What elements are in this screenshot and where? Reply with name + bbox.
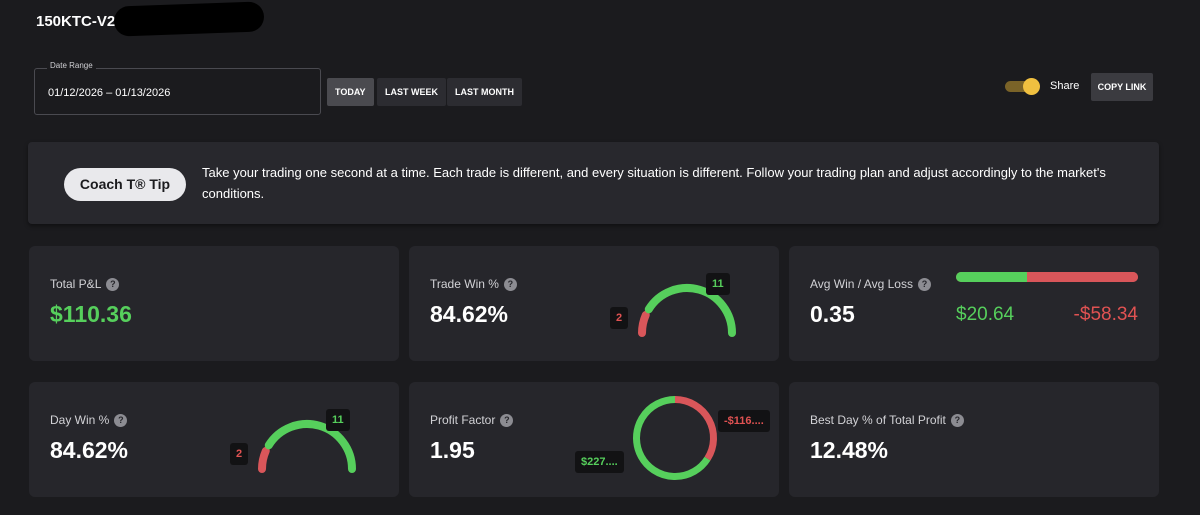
day-win-gauge (258, 420, 356, 473)
coach-tip-pill: Coach T® Tip (64, 168, 186, 201)
day-win-count-badge: 11 (326, 409, 350, 431)
ratio-bar-win (956, 272, 1027, 282)
day-win-card: Day Win %? 84.62% 11 2 (29, 382, 399, 497)
donut-loss-arc (674, 396, 717, 461)
share-label: Share (1050, 80, 1080, 92)
share-toggle-knob (1023, 78, 1040, 95)
trade-win-count-badge: 11 (706, 273, 730, 295)
gauge-win-arc (264, 420, 356, 473)
profit-factor-card: Profit Factor? 1.95 $227.... -$116.... (409, 382, 779, 497)
help-icon[interactable]: ? (500, 414, 514, 427)
day-loss-count-badge: 2 (230, 443, 249, 465)
profit-factor-value: 1.95 (430, 437, 475, 463)
win-loss-ratio-bar (956, 272, 1138, 282)
avg-win-value: $20.64 (956, 304, 1015, 325)
gauge-loss-arc (258, 446, 270, 473)
help-icon[interactable]: ? (114, 414, 128, 427)
gross-loss-badge: -$116.... (718, 410, 770, 432)
total-pnl-value: $110.36 (50, 301, 132, 327)
avg-win-loss-label: Avg Win / Avg Loss? (810, 277, 931, 291)
coach-tip-banner: Coach T® Tip Take your trading one secon… (28, 142, 1159, 224)
date-range-field[interactable]: Date Range 01/12/2026 – 01/13/2026 (34, 61, 321, 115)
last-month-button[interactable]: LAST MONTH (447, 78, 522, 106)
share-toggle[interactable] (1005, 78, 1041, 95)
trade-win-card: Trade Win %? 84.62% 11 2 (409, 246, 779, 361)
help-icon[interactable]: ? (503, 278, 517, 291)
date-range-legend: Date Range (47, 61, 96, 70)
date-range-value: 01/12/2026 – 01/13/2026 (48, 87, 171, 99)
coach-tip-text: Take your trading one second at a time. … (202, 165, 1106, 201)
trade-win-label: Trade Win %? (430, 277, 517, 291)
avg-win-loss-card: Avg Win / Avg Loss? 0.35 $20.64 -$58.34 (789, 246, 1159, 361)
avg-win-loss-value: 0.35 (810, 301, 855, 327)
share-toggle-track (1005, 81, 1039, 92)
help-icon[interactable]: ? (950, 414, 964, 427)
profit-factor-donut (633, 396, 717, 480)
gauge-win-arc (644, 284, 736, 337)
account-title: 150KTC-V2 (36, 13, 116, 30)
total-pnl-label: Total P&L? (50, 277, 120, 291)
gross-profit-badge: $227.... (575, 451, 624, 473)
gauge-loss-arc (638, 310, 650, 337)
help-icon[interactable]: ? (106, 278, 120, 291)
profit-factor-label: Profit Factor? (430, 413, 514, 427)
trade-win-value: 84.62% (430, 301, 509, 327)
copy-link-button[interactable]: COPY LINK (1091, 73, 1153, 101)
trade-win-gauge (638, 284, 736, 337)
best-day-label: Best Day % of Total Profit? (810, 413, 964, 427)
best-day-card: Best Day % of Total Profit? 12.48% (789, 382, 1159, 497)
total-pnl-card: Total P&L? $110.36 (29, 246, 399, 361)
help-icon[interactable]: ? (917, 278, 931, 291)
ratio-bar-loss (1026, 272, 1138, 282)
trade-loss-count-badge: 2 (610, 307, 629, 329)
redaction-mark (113, 1, 265, 37)
best-day-value: 12.48% (810, 437, 889, 463)
today-button[interactable]: TODAY (327, 78, 374, 106)
day-win-label: Day Win %? (50, 413, 128, 427)
last-week-button[interactable]: LAST WEEK (377, 78, 446, 106)
donut-profit-arc (633, 396, 711, 480)
day-win-value: 84.62% (50, 437, 129, 463)
avg-loss-value: -$58.34 (1073, 304, 1138, 325)
